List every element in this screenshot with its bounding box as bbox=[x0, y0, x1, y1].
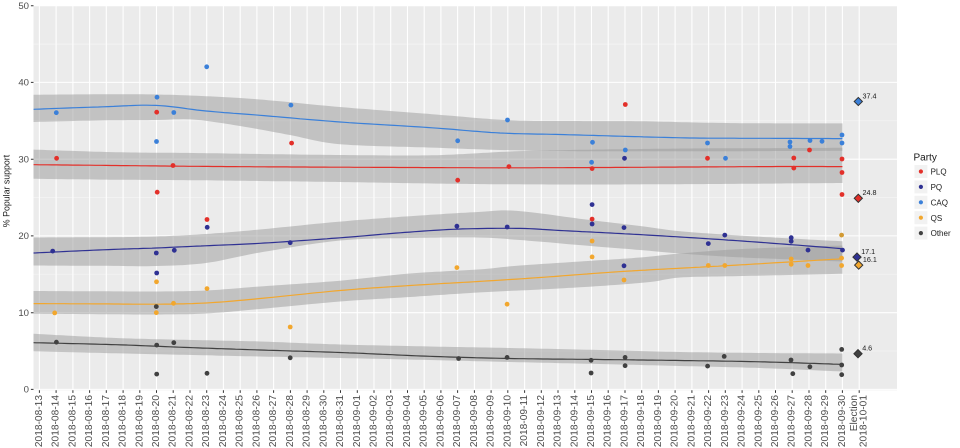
svg-text:2018-08-21: 2018-08-21 bbox=[168, 395, 179, 447]
svg-text:2018-09-23: 2018-09-23 bbox=[720, 395, 731, 447]
svg-text:QS: QS bbox=[931, 214, 943, 223]
svg-text:2018-08-18: 2018-08-18 bbox=[118, 395, 129, 447]
svg-text:2018-08-29: 2018-08-29 bbox=[302, 395, 313, 447]
svg-text:PLQ: PLQ bbox=[931, 168, 947, 177]
svg-text:Other: Other bbox=[931, 229, 951, 238]
svg-text:2018-09-18: 2018-09-18 bbox=[636, 395, 647, 447]
svg-text:2018-08-27: 2018-08-27 bbox=[268, 395, 279, 447]
svg-text:% Popular support: % Popular support bbox=[2, 154, 12, 227]
svg-text:2018-08-30: 2018-08-30 bbox=[318, 395, 329, 447]
svg-text:40: 40 bbox=[18, 78, 29, 89]
svg-text:2018-09-19: 2018-09-19 bbox=[653, 395, 664, 447]
svg-text:10: 10 bbox=[18, 308, 29, 319]
svg-text:2018-09-14: 2018-09-14 bbox=[569, 395, 580, 447]
svg-text:2018-09-06: 2018-09-06 bbox=[435, 395, 446, 447]
svg-text:2018-10-01: 2018-10-01 bbox=[858, 395, 869, 447]
svg-text:2018-09-05: 2018-09-05 bbox=[419, 395, 430, 447]
svg-text:2018-09-21: 2018-09-21 bbox=[686, 395, 697, 447]
svg-text:4.6: 4.6 bbox=[862, 344, 872, 353]
svg-text:2018-08-31: 2018-08-31 bbox=[335, 395, 346, 447]
svg-text:30: 30 bbox=[18, 154, 29, 165]
svg-text:2018-08-24: 2018-08-24 bbox=[218, 395, 229, 447]
svg-text:2018-09-12: 2018-09-12 bbox=[536, 395, 547, 447]
svg-text:2018-09-15: 2018-09-15 bbox=[586, 395, 597, 447]
svg-text:2018-09-28: 2018-09-28 bbox=[804, 395, 815, 447]
svg-text:2018-09-02: 2018-09-02 bbox=[369, 395, 380, 447]
svg-text:2018-08-25: 2018-08-25 bbox=[235, 395, 246, 447]
svg-text:2018-08-15: 2018-08-15 bbox=[67, 395, 78, 447]
svg-text:2018-08-20: 2018-08-20 bbox=[151, 395, 162, 447]
svg-text:Party: Party bbox=[914, 152, 937, 163]
svg-text:2018-08-17: 2018-08-17 bbox=[101, 395, 112, 447]
svg-text:2018-09-11: 2018-09-11 bbox=[519, 395, 530, 447]
svg-text:16.1: 16.1 bbox=[863, 255, 877, 264]
svg-text:2018-08-28: 2018-08-28 bbox=[285, 395, 296, 447]
svg-text:37.4: 37.4 bbox=[863, 91, 877, 100]
svg-text:50: 50 bbox=[18, 1, 29, 12]
svg-text:2018-09-25: 2018-09-25 bbox=[753, 395, 764, 447]
svg-text:2018-09-16: 2018-09-16 bbox=[603, 395, 614, 447]
svg-text:2018-09-01: 2018-09-01 bbox=[352, 395, 363, 447]
svg-text:0: 0 bbox=[24, 385, 29, 396]
svg-text:2018-08-23: 2018-08-23 bbox=[201, 395, 212, 447]
svg-text:2018-09-26: 2018-09-26 bbox=[770, 395, 781, 447]
svg-text:2018-09-04: 2018-09-04 bbox=[402, 395, 413, 447]
svg-text:2018-09-10: 2018-09-10 bbox=[502, 395, 513, 447]
svg-text:2018-08-19: 2018-08-19 bbox=[134, 395, 145, 447]
svg-text:2018-09-27: 2018-09-27 bbox=[787, 395, 798, 447]
svg-text:2018-08-26: 2018-08-26 bbox=[251, 395, 262, 447]
svg-text:PQ: PQ bbox=[931, 183, 943, 192]
svg-text:2018-09-09: 2018-09-09 bbox=[486, 395, 497, 447]
svg-text:2018-09-20: 2018-09-20 bbox=[670, 395, 681, 447]
svg-text:2018-09-24: 2018-09-24 bbox=[737, 395, 748, 447]
svg-text:2018-09-08: 2018-09-08 bbox=[469, 395, 480, 447]
svg-text:2018-09-22: 2018-09-22 bbox=[703, 395, 714, 447]
svg-text:CAQ: CAQ bbox=[931, 198, 948, 207]
svg-text:2018-08-13: 2018-08-13 bbox=[34, 395, 45, 447]
svg-text:2018-08-22: 2018-08-22 bbox=[185, 395, 196, 447]
svg-text:2018-09-03: 2018-09-03 bbox=[385, 395, 396, 447]
svg-text:20: 20 bbox=[18, 231, 29, 242]
svg-text:2018-09-13: 2018-09-13 bbox=[553, 395, 564, 447]
svg-text:17.1: 17.1 bbox=[861, 247, 875, 256]
svg-text:2018-09-29: 2018-09-29 bbox=[820, 395, 831, 447]
svg-text:24.8: 24.8 bbox=[863, 188, 877, 197]
svg-text:2018-09-17: 2018-09-17 bbox=[620, 395, 631, 447]
svg-text:Election: Election bbox=[849, 395, 860, 431]
svg-text:2018-09-30: 2018-09-30 bbox=[837, 395, 848, 447]
svg-text:2018-09-07: 2018-09-07 bbox=[452, 395, 463, 447]
svg-text:2018-08-14: 2018-08-14 bbox=[51, 395, 62, 447]
svg-text:2018-08-16: 2018-08-16 bbox=[84, 395, 95, 447]
